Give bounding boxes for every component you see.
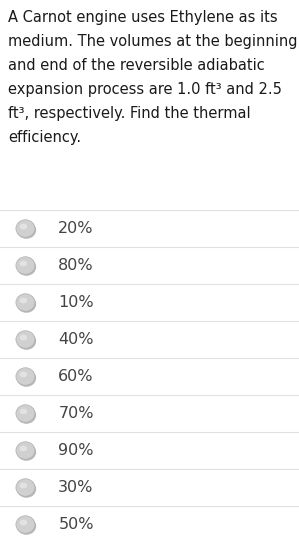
Ellipse shape xyxy=(20,261,27,266)
Ellipse shape xyxy=(17,444,36,460)
Text: 10%: 10% xyxy=(58,295,94,310)
Ellipse shape xyxy=(17,407,36,423)
Ellipse shape xyxy=(16,256,35,274)
Ellipse shape xyxy=(16,442,35,459)
Ellipse shape xyxy=(17,518,36,534)
Ellipse shape xyxy=(17,259,36,275)
Text: 20%: 20% xyxy=(58,221,94,236)
Ellipse shape xyxy=(20,335,27,340)
Ellipse shape xyxy=(16,516,35,533)
Text: and end of the reversible adiabatic: and end of the reversible adiabatic xyxy=(8,58,265,73)
Ellipse shape xyxy=(17,222,36,238)
Ellipse shape xyxy=(16,368,35,385)
Ellipse shape xyxy=(16,331,35,348)
Ellipse shape xyxy=(16,479,35,496)
Text: expansion process are 1.0 ft³ and 2.5: expansion process are 1.0 ft³ and 2.5 xyxy=(8,82,282,97)
Ellipse shape xyxy=(17,481,36,497)
Text: A Carnot engine uses Ethylene as its: A Carnot engine uses Ethylene as its xyxy=(8,10,278,25)
Ellipse shape xyxy=(17,296,36,312)
Text: efficiency.: efficiency. xyxy=(8,130,81,145)
Text: 50%: 50% xyxy=(58,517,94,532)
Ellipse shape xyxy=(20,224,27,230)
Text: 90%: 90% xyxy=(58,443,94,458)
Ellipse shape xyxy=(20,519,27,525)
Ellipse shape xyxy=(20,298,27,303)
Ellipse shape xyxy=(16,294,35,311)
Ellipse shape xyxy=(20,483,27,488)
Ellipse shape xyxy=(20,446,27,451)
Text: 40%: 40% xyxy=(58,332,94,347)
Ellipse shape xyxy=(16,220,35,237)
Ellipse shape xyxy=(16,405,35,422)
Text: medium. The volumes at the beginning: medium. The volumes at the beginning xyxy=(8,34,298,49)
Ellipse shape xyxy=(17,370,36,386)
Ellipse shape xyxy=(20,409,27,414)
Text: 60%: 60% xyxy=(58,369,94,384)
Text: 30%: 30% xyxy=(58,480,94,495)
Text: 80%: 80% xyxy=(58,258,94,273)
Ellipse shape xyxy=(17,333,36,349)
Ellipse shape xyxy=(20,372,27,377)
Text: ft³, respectively. Find the thermal: ft³, respectively. Find the thermal xyxy=(8,106,251,121)
Text: 70%: 70% xyxy=(58,406,94,421)
